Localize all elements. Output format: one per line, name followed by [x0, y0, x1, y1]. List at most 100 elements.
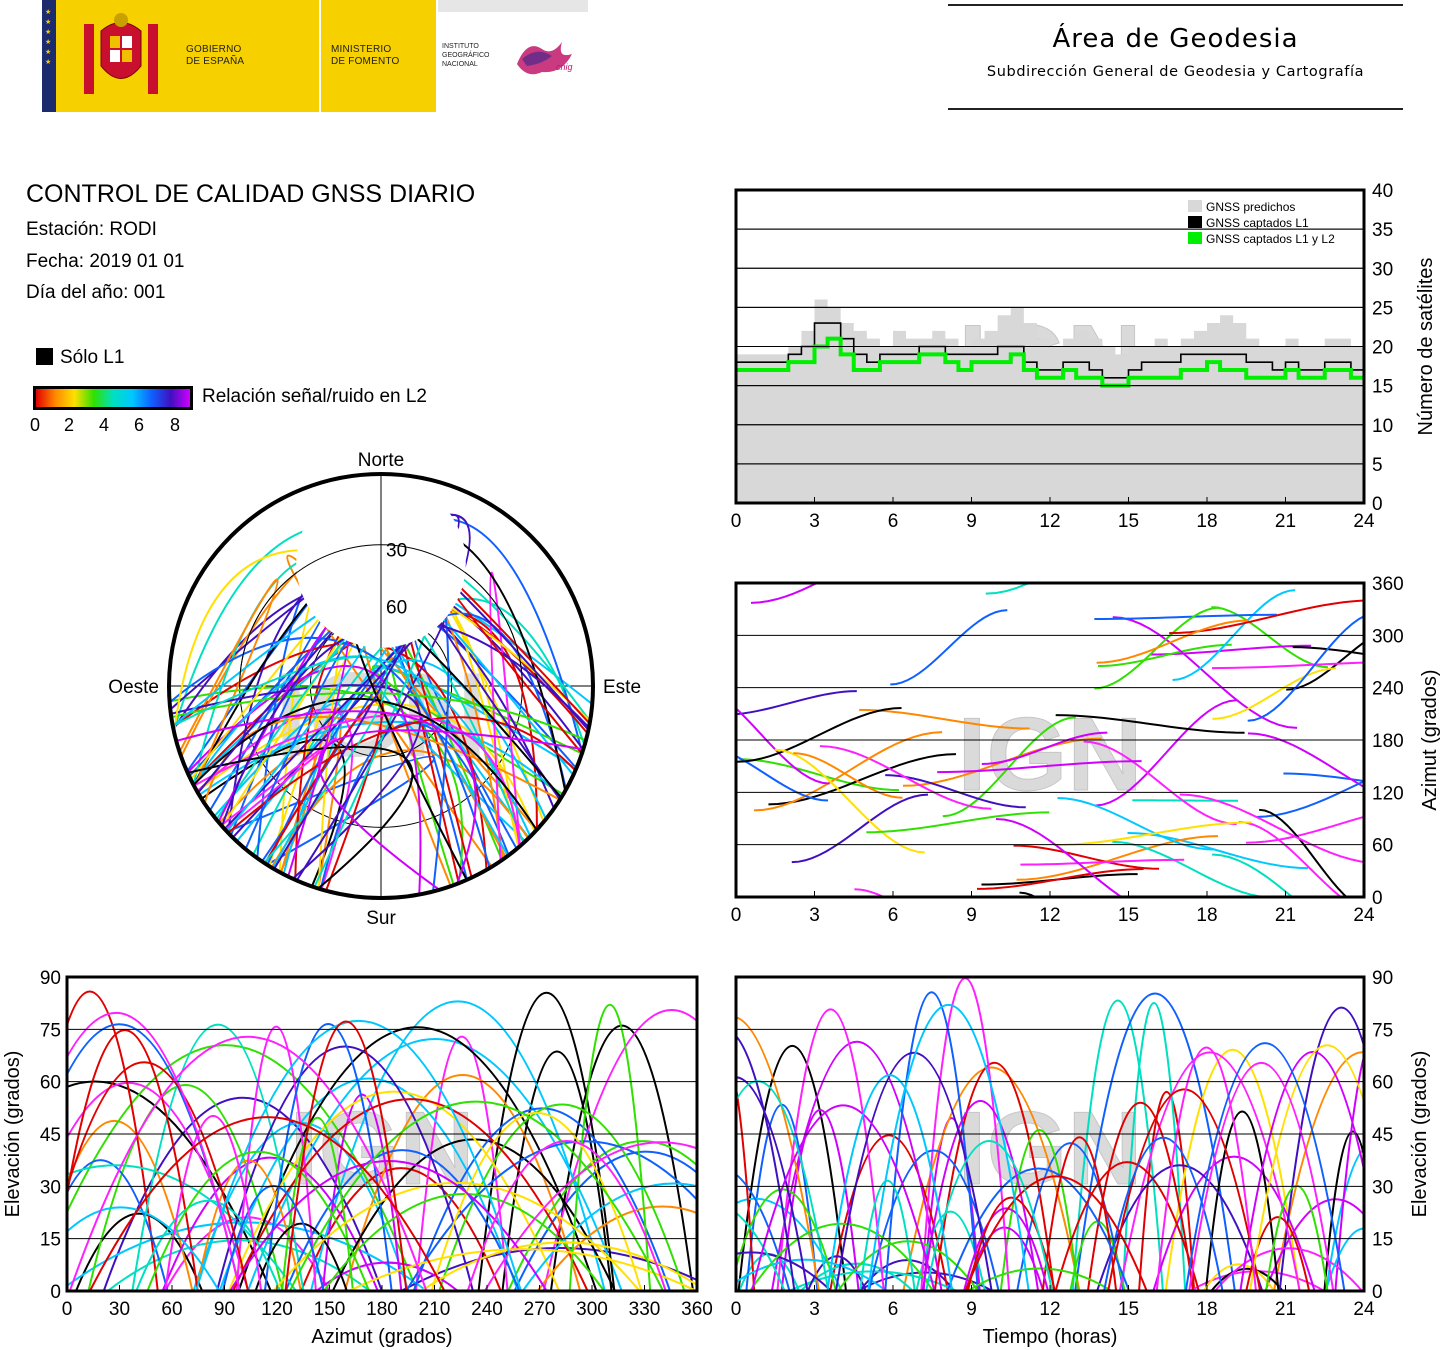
azimuth-track: [1095, 699, 1238, 807]
elevation-track: [736, 1034, 796, 1291]
elevation-track: [1155, 1046, 1257, 1291]
elevation-track: [438, 1103, 686, 1291]
x-axis-label: Tiempo (horas): [983, 1326, 1118, 1348]
y-tick-label: 60: [40, 1073, 61, 1094]
series-area-predicted: [736, 299, 1364, 503]
snr-tick: 0: [29, 415, 40, 435]
azimuth-track: [736, 706, 902, 763]
satellites-chart: IGN 0 5 10 15 20 25 30 35 40 0 3 6 9 12 15 18 21 24 Número …: [731, 181, 1437, 532]
gov-line-2: DE ESPAÑA: [186, 56, 245, 67]
azimuth-track: [1112, 616, 1298, 729]
x-tick-label: 21: [1275, 905, 1296, 926]
azimuth-track: [1096, 619, 1249, 664]
x-tick-label: 24: [1353, 511, 1375, 532]
plot-area: IGN: [169, 474, 593, 898]
elevation-track: [1188, 1061, 1335, 1291]
y-tick-label: 75: [40, 1020, 61, 1041]
satellite-track: [198, 720, 563, 798]
institute-line-1: INSTITUTO: [442, 43, 479, 50]
x-tick-label: 90: [214, 1299, 235, 1320]
y-tick-label: 45: [1372, 1125, 1393, 1146]
y-tick-label: 5: [1372, 455, 1383, 476]
elevation-track: [67, 1061, 250, 1291]
x-tick-label: 12: [1039, 905, 1060, 926]
x-tick-label: 12: [1039, 1299, 1060, 1320]
elevation-track: [272, 1182, 641, 1291]
y-tick-label: 10: [1372, 416, 1393, 437]
x-tick-label: 360: [681, 1299, 713, 1320]
azimuth-track: [1149, 644, 1312, 656]
elevation-track: [1214, 1247, 1363, 1291]
azimuth-track: [995, 817, 1124, 897]
x-tick-label: 3: [809, 905, 820, 926]
x-tick-label: 24: [1353, 905, 1375, 926]
azimuth-track: [736, 755, 829, 802]
elevation-track: [1041, 1136, 1118, 1291]
direction-south: Sur: [366, 908, 396, 929]
series-line-l1l2: [736, 336, 1364, 388]
header-bottom-rule: [948, 108, 1403, 110]
elevation-track: [218, 1077, 519, 1291]
azimuth-track: [1112, 840, 1275, 897]
elevation-track: [284, 1149, 521, 1291]
elevation-track: [1210, 1267, 1284, 1291]
l1-only-label: Sólo L1: [60, 347, 125, 368]
azimuth-track: [1179, 793, 1364, 864]
satellite-track: [317, 729, 584, 891]
legend-label: GNSS captados L1 y L2: [1206, 232, 1335, 246]
y-tick-label: 15: [1372, 1230, 1393, 1251]
government-logo-banner: ★ ★ ★ ★ ★ ★ GOBIERNO DE ESPAÑA MINISTERIO DE …: [42, 0, 588, 112]
snr-colorbar: [33, 386, 193, 410]
elevation-track: [922, 1117, 981, 1291]
azimuth-track: [1211, 853, 1294, 897]
x-tick-label: 120: [261, 1299, 293, 1320]
direction-north: Norte: [358, 450, 404, 471]
azimuth-track: [1020, 858, 1185, 866]
y-tick-label: 15: [40, 1230, 61, 1251]
elevation-track: [1239, 1051, 1364, 1291]
elevation-track: [1121, 1002, 1187, 1291]
elevation-track: [736, 1251, 832, 1291]
elevation-track: [750, 1104, 936, 1291]
elevation-track: [867, 1004, 1030, 1291]
plot-area: IGN: [736, 583, 1364, 897]
elevation-track: [549, 1024, 695, 1291]
y-tick-label: 30: [1372, 259, 1393, 280]
y-tick-label: 35: [1372, 220, 1393, 241]
x-tick-label: 9: [966, 511, 977, 532]
x-tick-label: 30: [109, 1299, 130, 1320]
azimuth-track: [977, 868, 1144, 890]
elevation-track: [736, 1258, 888, 1291]
elevation-track: [1074, 992, 1236, 1291]
elevation-track: [736, 1016, 820, 1291]
cnig-logo-icon: [517, 42, 572, 75]
elevation-track: [229, 1160, 548, 1291]
x-tick-label: 150: [314, 1299, 346, 1320]
elevation-track: [67, 1206, 220, 1291]
x-tick-label: 330: [629, 1299, 661, 1320]
azimuth-track: [1055, 714, 1245, 734]
direction-west: Oeste: [108, 677, 159, 698]
elevation-track: [806, 1255, 867, 1291]
elevation-track: [235, 1025, 317, 1291]
azimuth-track: [1169, 599, 1364, 635]
snr-tick: 8: [169, 415, 180, 435]
doy-label: Día del año: 001: [26, 282, 166, 303]
cnig-text: cnig: [556, 62, 573, 72]
azimuth-time-chart: IGN 0 60 120 180 240 300 360 0 3 6 9 12 15 18 21 24 Azimu…: [731, 574, 1441, 926]
snr-tick: 2: [63, 415, 74, 435]
azimuth-track: [768, 753, 956, 806]
azimuth-track: [1255, 780, 1364, 818]
elevation-track: [967, 1267, 1113, 1291]
flag-stripe: ★ ★ ★ ★ ★ ★: [42, 0, 56, 112]
legend-swatch: [1188, 232, 1202, 244]
azimuth-track: [1247, 732, 1364, 789]
y-tick-label: 45: [40, 1125, 61, 1146]
satellite-track: [171, 691, 587, 742]
elevation-track: [483, 1141, 697, 1291]
elevation-track: [67, 1011, 241, 1291]
x-tick-label: 15: [1118, 905, 1139, 926]
elevation-track: [1164, 1049, 1301, 1291]
